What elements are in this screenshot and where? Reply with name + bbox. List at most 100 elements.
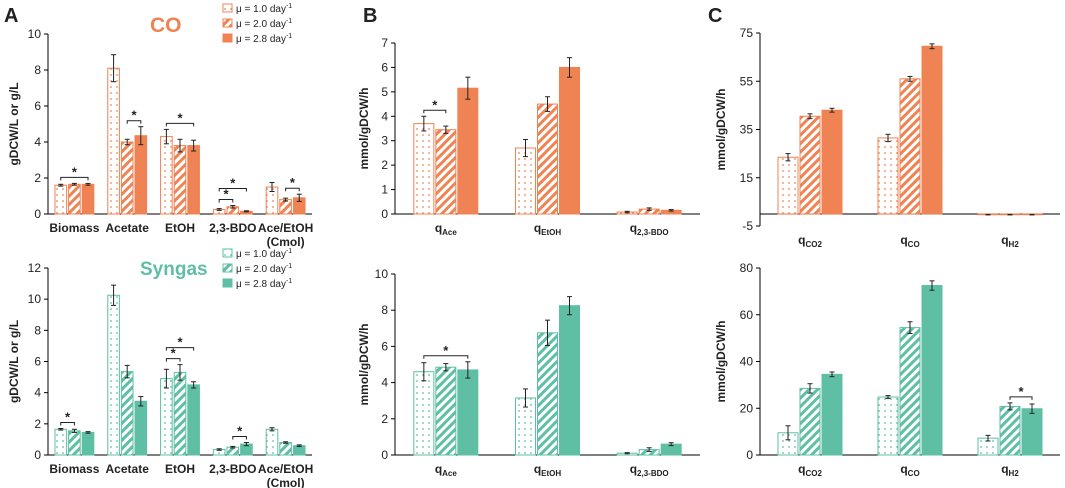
x-category-label: qEtOH [534,221,562,237]
bar-b-co-s1-c1 [413,123,435,215]
x-category-label: qH2 [1001,233,1019,249]
bar-a-syngas-s3-c1 [81,431,95,456]
y-axis-label: mmol/gDCW/h [357,88,371,170]
bar-b-syngas-s3-c2 [559,305,580,456]
bar-c-co-s1-c2 [877,137,899,215]
y-tick-label: 12 [28,261,42,275]
significance-star: * [177,110,183,125]
legend-co-swatch-3 [222,33,233,43]
x-category-label: EtOH [165,462,195,476]
x-category-label: Ace/EtOH [258,462,313,476]
x-category-label: qAce [435,462,458,478]
bar-a-syngas-s1-c5 [265,428,279,456]
significance-bracket [126,120,142,124]
significance-bracket [165,347,195,351]
y-axis-label: gDCW/L or g/L [7,320,21,403]
significance-star: * [432,97,438,112]
significance-star: * [1018,384,1024,399]
y-tick-label: 4 [34,386,41,400]
y-tick-label: 4 [381,376,388,390]
bar-a-syngas-s1-c2 [107,294,120,456]
y-axis-label: mmol/gDCW/h [357,324,371,406]
significance-bracket [218,188,247,192]
legend-co-label-2: μ = 2.0 day-1 [236,18,292,30]
legend-syngas-label-2: μ = 2.0 day-1 [236,263,292,275]
y-tick-label: 1 [381,183,388,197]
y-tick-label: 6 [381,60,388,74]
x-category-label: q2,3-BDO [630,462,669,478]
x-category-label: 2,3-BDO [209,462,256,476]
bar-c-syngas-s2-c2 [899,327,921,456]
y-tick-label: 5 [381,85,388,99]
x-category-label: qEtOH [534,462,562,478]
bar-b-co-s3-c1 [457,87,479,215]
bar-c-syngas-s3-c1 [821,373,843,456]
bar-a-syngas-s2-c1 [68,430,81,456]
y-axis-label: mmol/gDCW/h [714,321,728,403]
y-tick-label: 75 [740,26,754,40]
x-category-label: (Cmol) [267,476,305,488]
x-category-label: qAce [435,221,458,237]
bar-c-co-s1-c1 [777,156,799,215]
significance-bracket [1009,396,1033,400]
y-tick-label: 3 [381,134,388,148]
chart-c-syngas: 0 20 40 60 80 mmol/gDCW/h qCO2 qCO qH2 * [714,261,1060,478]
legend-syngas-swatch-1 [222,248,233,258]
bar-a-co-s2-c2 [120,141,134,215]
y-tick-label: 4 [381,109,388,123]
x-category-label: 2,3-BDO [209,221,256,235]
significance-star: * [237,424,243,439]
significance-star: * [223,187,229,202]
significance-bracket [232,436,247,440]
chart-b-syngas: 0 2 4 6 8 10 mmol/gDCW/h qAce qEtOH q2,3-BDO * [357,267,700,478]
bar-c-syngas-s2-c1 [799,387,821,456]
x-category-label: Ace/EtOH [258,221,313,235]
y-tick-label: 8 [34,63,41,77]
legend-co-label-3: μ = 2.8 day-1 [236,33,292,45]
y-tick-label: 2 [34,171,41,185]
y-axis-label: gDCW/L or g/L [7,82,21,165]
x-category-label: EtOH [165,221,195,235]
bar-b-syngas-s2-c2 [537,332,558,456]
y-tick-label: 6 [381,339,388,353]
y-tick-label: 2 [381,412,388,426]
bar-a-co-s2-c1 [68,183,81,215]
bar-a-co-s1-c2 [107,67,120,215]
x-category-label: qCO [900,462,919,478]
legend-co-swatch-2 [222,18,233,28]
y-tick-label: 2 [34,417,41,431]
bar-a-syngas-s3-c5 [292,445,306,456]
bar-a-syngas-s2-c3 [173,371,187,456]
y-tick-label: 0 [381,448,388,462]
x-category-label: qCO2 [798,462,822,478]
y-tick-label: 55 [740,74,754,88]
panel-label-c: C [708,5,722,27]
chart-b-co: 0 1 2 3 4 5 6 7 mmol/gDCW/h qAce qEtOH q2,3-BDO * [357,36,700,237]
bar-a-syngas-s2-c5 [279,442,292,456]
y-tick-label: 0 [381,207,388,221]
y-tick-label: 10 [28,292,42,306]
significance-bracket [165,122,195,127]
bar-b-syngas-s3-c1 [457,369,479,456]
y-tick-label: 40 [740,355,754,369]
y-tick-label: 60 [740,308,754,322]
legend-syngas-swatch-3 [222,278,233,288]
significance-star: * [131,108,137,123]
legend-syngas: μ = 1.0 day-1 μ = 2.0 day-1 μ = 2.8 day-… [222,248,292,290]
significance-bracket [423,109,447,114]
bar-a-syngas-s2-c2 [120,371,134,456]
bar-b-syngas-s2-c1 [435,366,457,456]
y-tick-label: 6 [34,99,41,113]
significance-bracket [60,422,75,426]
legend-co-label-1: μ = 1.0 day-1 [236,3,292,15]
y-tick-label: 0 [34,448,41,462]
bar-a-co-s3-c3 [187,145,200,215]
bar-a-co-s3-c1 [81,183,95,215]
bar-a-co-s1-c3 [160,136,173,215]
bar-c-syngas-s1-c2 [877,396,899,456]
bar-a-co-s1-c1 [54,184,68,215]
significance-bracket [423,355,469,359]
legend-co-swatch-1 [222,3,233,13]
y-tick-label: 15 [740,171,754,185]
